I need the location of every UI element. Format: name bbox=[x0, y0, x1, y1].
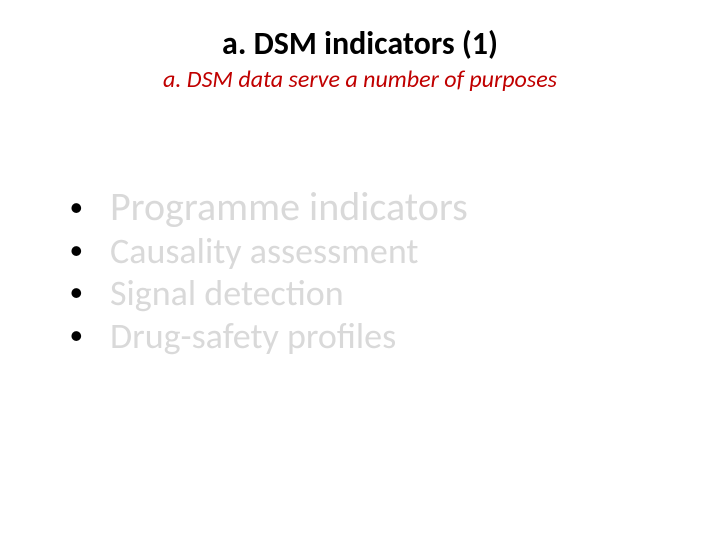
bullet-icon: • bbox=[70, 315, 110, 356]
slide-title: a. DSM indicators (1) bbox=[50, 24, 670, 63]
list-item-label: Signal detection bbox=[110, 273, 344, 314]
bullet-icon: • bbox=[70, 187, 110, 228]
list-item: • Causality assessment bbox=[70, 230, 670, 272]
list-item-label: Drug-safety profiles bbox=[110, 316, 396, 357]
list-item: • Drug-safety profiles bbox=[70, 315, 670, 357]
bullet-list: • Programme indicators • Causality asses… bbox=[70, 184, 670, 357]
list-item: • Signal detection bbox=[70, 272, 670, 314]
slide: a. DSM indicators (1) a. DSM data serve … bbox=[0, 0, 720, 540]
list-item-label: Programme indicators bbox=[110, 184, 468, 230]
list-item-label: Causality assessment bbox=[110, 231, 418, 272]
bullet-icon: • bbox=[70, 230, 110, 271]
bullet-icon: • bbox=[70, 272, 110, 313]
slide-subtitle: a. DSM data serve a number of purposes bbox=[50, 65, 670, 94]
list-item: • Programme indicators bbox=[70, 184, 670, 230]
